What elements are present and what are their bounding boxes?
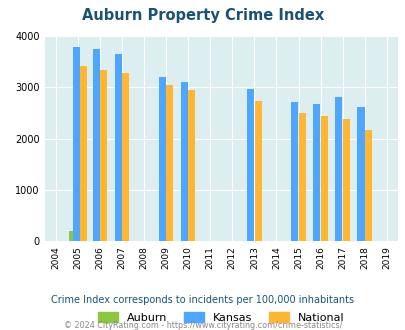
Bar bbox=[364, 130, 371, 241]
Bar bbox=[246, 89, 254, 241]
Legend: Auburn, Kansas, National: Auburn, Kansas, National bbox=[94, 308, 348, 327]
Bar bbox=[290, 102, 298, 241]
Bar bbox=[72, 47, 79, 241]
Bar bbox=[320, 115, 327, 241]
Text: © 2024 CityRating.com - https://www.cityrating.com/crime-statistics/: © 2024 CityRating.com - https://www.city… bbox=[64, 321, 341, 330]
Bar bbox=[298, 113, 305, 241]
Bar bbox=[100, 70, 107, 241]
Bar bbox=[188, 90, 195, 241]
Bar bbox=[356, 107, 364, 241]
Bar bbox=[122, 73, 129, 241]
Bar bbox=[166, 85, 173, 241]
Bar bbox=[335, 97, 342, 241]
Bar bbox=[114, 54, 122, 241]
Bar bbox=[254, 101, 261, 241]
Text: Auburn Property Crime Index: Auburn Property Crime Index bbox=[82, 8, 323, 23]
Bar bbox=[69, 231, 73, 241]
Bar bbox=[342, 119, 349, 241]
Bar bbox=[79, 66, 87, 241]
Text: Crime Index corresponds to incidents per 100,000 inhabitants: Crime Index corresponds to incidents per… bbox=[51, 295, 354, 305]
Bar bbox=[313, 104, 320, 241]
Bar bbox=[158, 77, 166, 241]
Bar bbox=[180, 82, 188, 241]
Bar bbox=[92, 49, 99, 241]
